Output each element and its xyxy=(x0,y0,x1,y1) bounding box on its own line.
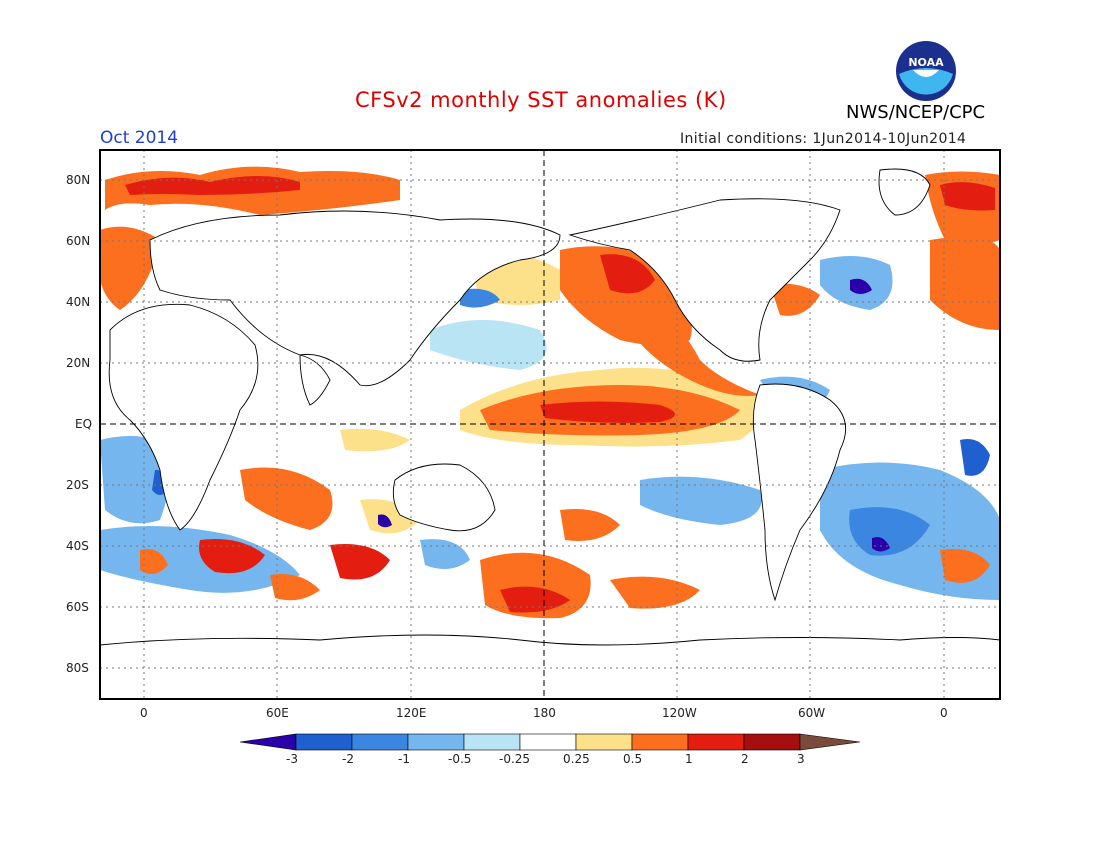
graticule xyxy=(100,150,1000,699)
colorbar-label: 0.25 xyxy=(563,752,590,766)
colorbar-cell xyxy=(407,733,465,751)
colorbar-cell xyxy=(463,733,521,751)
lon-label: 0 xyxy=(940,706,948,720)
lat-label: 40S xyxy=(66,539,89,553)
continent-outlines xyxy=(100,168,1000,699)
lat-label: 40N xyxy=(66,295,91,309)
map-frame xyxy=(99,149,1001,700)
lon-label: 0 xyxy=(140,706,148,720)
lon-label: 60E xyxy=(266,706,289,720)
lat-label: 20N xyxy=(66,356,91,370)
lon-label: 120W xyxy=(662,706,697,720)
colorbar-cell-above-3 xyxy=(799,733,861,751)
lat-label: 80N xyxy=(66,173,91,187)
colorbar xyxy=(239,733,861,751)
colorbar-cell xyxy=(351,733,409,751)
agency-label: NWS/NCEP/CPC xyxy=(846,102,986,123)
colorbar-label: -0.5 xyxy=(448,752,472,766)
lon-label: 180 xyxy=(533,706,556,720)
lat-label: 60N xyxy=(66,234,91,248)
lon-label: 120E xyxy=(396,706,427,720)
colorbar-cell xyxy=(575,733,633,751)
equator-dateline xyxy=(100,150,1000,699)
lon-label: 60W xyxy=(798,706,826,720)
colorbar-cell xyxy=(631,733,689,751)
colorbar-label: 2 xyxy=(741,752,749,766)
colorbar-label: -1 xyxy=(398,752,410,766)
colorbar-cell xyxy=(743,733,801,751)
colorbar-label: 3 xyxy=(797,752,805,766)
colorbar-cell xyxy=(295,733,353,751)
lat-label: 80S xyxy=(66,661,89,675)
colorbar-label: 0.5 xyxy=(623,752,643,766)
lat-label: 60S xyxy=(66,600,89,614)
colorbar-label: 1 xyxy=(685,752,693,766)
lat-label: 20S xyxy=(66,478,89,492)
valid-month: Oct 2014 xyxy=(100,128,179,148)
colorbar-cell-below-3 xyxy=(239,733,297,751)
colorbar-cell xyxy=(519,733,577,751)
chart-title: CFSv2 monthly SST anomalies (K) xyxy=(355,88,727,112)
initial-conditions: Initial conditions: 1Jun2014-10Jun2014 xyxy=(680,131,967,147)
lat-label: EQ xyxy=(75,417,93,431)
colorbar-cell xyxy=(687,733,745,751)
colorbar-label: -2 xyxy=(342,752,354,766)
colorbar-label: -3 xyxy=(286,752,298,766)
noaa-logo: NOAA xyxy=(895,40,957,106)
logo-text: NOAA xyxy=(908,56,944,69)
colorbar-label: -0.25 xyxy=(499,752,531,766)
